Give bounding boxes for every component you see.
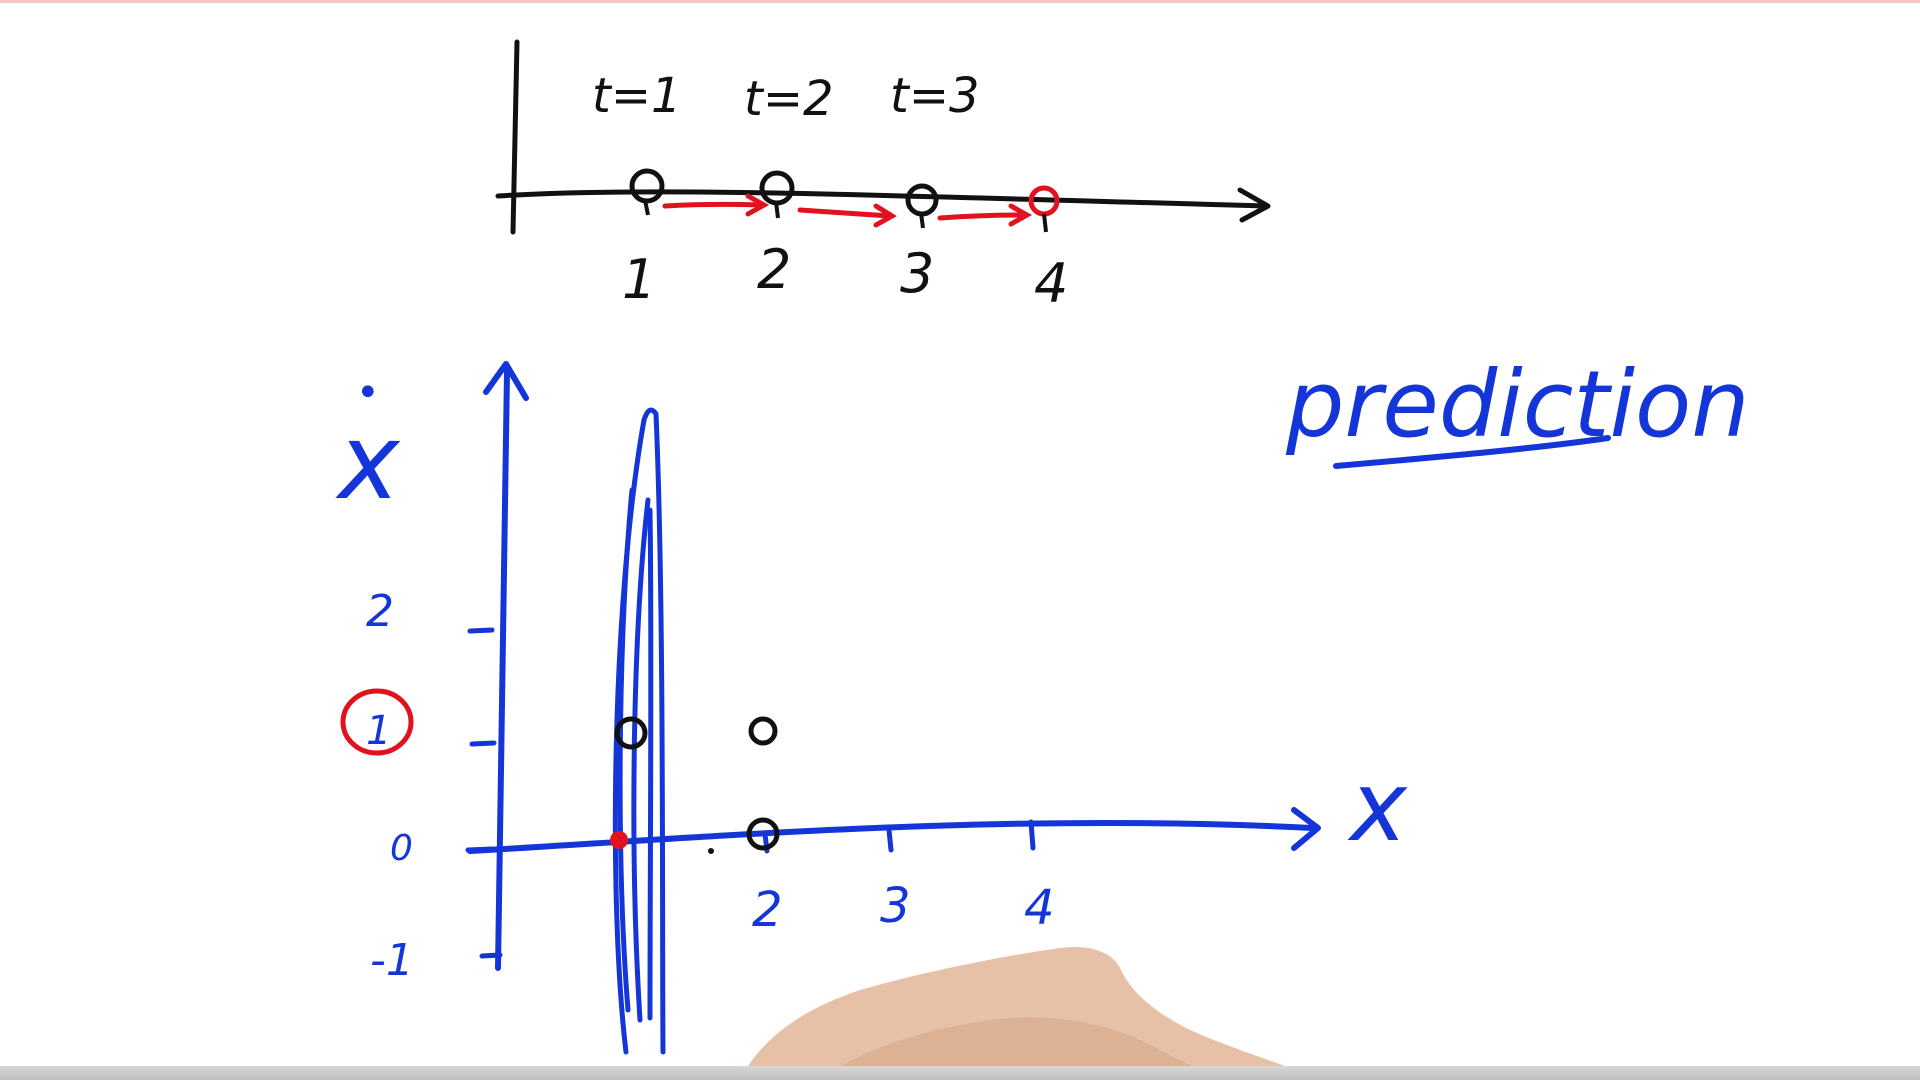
time-label-t2: t=2 — [744, 71, 834, 127]
presenter-hand — [740, 947, 1320, 1080]
timeline-diagram: t=1 t=2 t=3 1 2 3 4 — [498, 42, 1268, 315]
timeline-marker-1 — [632, 171, 662, 201]
band-inner-right — [650, 510, 651, 1018]
y-tick-label-2: 2 — [366, 586, 394, 637]
x-tick-label-2: 2 — [752, 882, 783, 938]
y-tick-label-neg1: -1 — [370, 935, 414, 986]
uncertainty-band — [615, 410, 663, 1052]
motion-arrow-2 — [800, 210, 890, 216]
bottom-edge-strip — [0, 1066, 1920, 1080]
x-tick-label-4: 4 — [1024, 880, 1055, 936]
timeline-marker-3-stem — [921, 213, 923, 228]
motion-arrow-3 — [940, 215, 1025, 218]
motion-arrow-1 — [665, 204, 762, 206]
x-tick-mark-4 — [1031, 822, 1033, 848]
phase-plot: 2 1 0 -1 2 3 4 • x x — [335, 364, 1408, 1052]
position-label-3: 3 — [900, 242, 934, 305]
time-label-t1: t=1 — [592, 68, 682, 124]
timeline-marker-3 — [908, 186, 936, 214]
y-tick-mark-2 — [470, 630, 492, 631]
x-tick-label-3: 3 — [880, 878, 911, 934]
timeline-vertical-axis — [513, 42, 517, 232]
timeline-horizontal-axis — [498, 192, 1265, 206]
y-tick-mark-neg1 — [482, 955, 500, 956]
phase-point-x1-v0-red — [610, 831, 628, 849]
phase-y-axis — [498, 372, 507, 968]
timeline-marker-2-stem — [776, 202, 778, 218]
position-label-4: 4 — [1034, 252, 1068, 315]
timeline-predicted-stem — [1044, 214, 1046, 232]
timeline-marker-2 — [762, 173, 792, 203]
prediction-label: prediction — [1285, 351, 1750, 458]
time-label-t3: t=3 — [890, 68, 980, 124]
small-ink-dot — [708, 848, 714, 854]
band-outer-right — [656, 414, 663, 1052]
band-inner-mid — [634, 500, 648, 1020]
y-tick-mark-0 — [468, 849, 492, 850]
y-tick-label-0: 0 — [390, 828, 413, 869]
x-axis-symbol: x — [1347, 751, 1408, 863]
x-tick-mark-3 — [889, 830, 891, 850]
phase-point-x2-v1 — [751, 719, 775, 743]
y-tick-label-1: 1 — [366, 708, 391, 754]
y-tick-mark-1 — [472, 743, 494, 744]
band-inner-left — [620, 490, 632, 1010]
position-label-2: 2 — [757, 238, 791, 301]
y-axis-symbol: x — [335, 401, 401, 523]
position-label-1: 1 — [622, 248, 656, 311]
prediction-annotation: prediction — [1285, 351, 1750, 466]
